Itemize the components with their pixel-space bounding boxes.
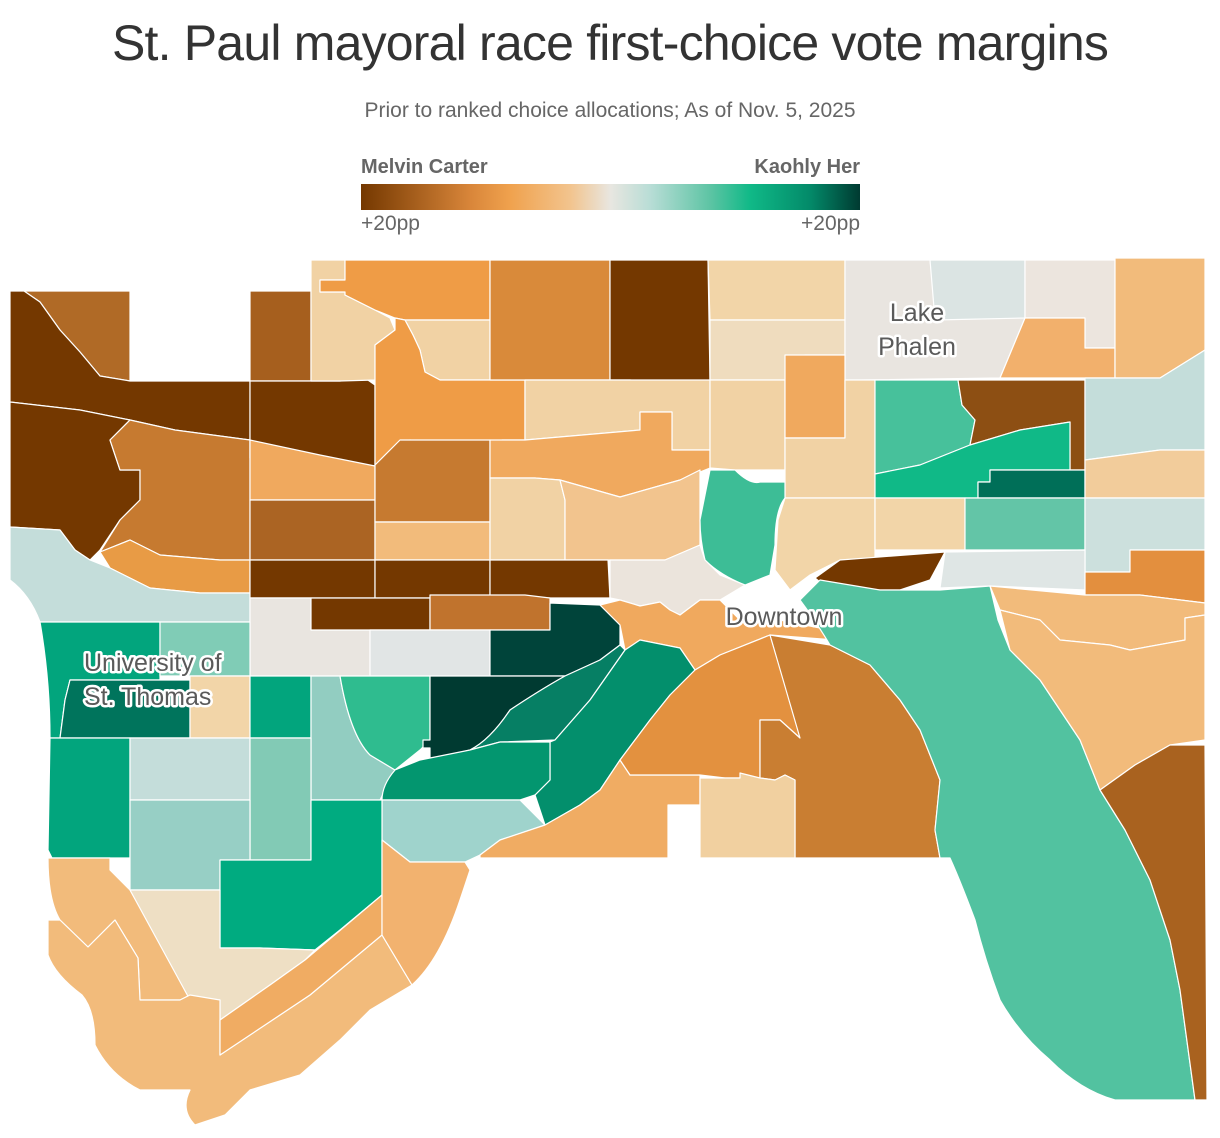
precinct[interactable] [489,477,566,561]
chart-subtitle: Prior to ranked choice allocations; As o… [364,99,856,122]
precinct[interactable] [784,354,846,439]
precinct[interactable] [709,379,786,471]
precinct[interactable] [609,259,711,384]
legend-her-label: Kaohly Her [754,156,860,178]
precinct[interactable] [489,259,611,381]
precinct[interactable] [249,675,312,739]
precinct[interactable] [374,559,491,599]
precinct[interactable] [369,629,491,677]
precinct[interactable] [999,609,1206,791]
precinct[interactable] [249,559,376,599]
precinct[interactable] [707,259,846,321]
precinct[interactable] [489,559,611,599]
precinct[interactable] [977,469,1086,499]
legend-gradient-bar [361,184,860,210]
place-labels: Lake Phalen Downtown University of St. T… [82,297,959,714]
lake-phalen-label-line2: Phalen [878,333,956,361]
chart-title: St. Paul mayoral race first-choice vote … [111,15,1109,71]
precinct[interactable] [381,839,471,986]
precinct[interactable] [964,497,1086,551]
precinct-polygons [9,257,1208,1126]
precinct[interactable] [339,675,431,771]
precinct[interactable] [429,594,551,631]
precinct[interactable] [47,737,131,859]
precinct[interactable] [929,259,1026,321]
downtown-label: Downtown [726,603,843,631]
precinct[interactable] [1084,449,1206,499]
precinct[interactable] [939,549,1086,591]
university-of-st-thomas-label-line1: University of [84,649,222,677]
precinct[interactable] [129,737,251,801]
color-legend: Melvin Carter Kaohly Her +20pp +20pp [361,156,860,240]
precinct[interactable] [374,439,491,523]
legend-right-tick: +20pp [801,212,860,235]
university-of-st-thomas-label-line2: St. Thomas [84,683,211,711]
precinct[interactable] [374,521,491,561]
legend-carter-label: Melvin Carter [361,156,488,178]
legend-left-tick: +20pp [361,212,420,235]
precinct[interactable] [699,469,786,586]
precinct[interactable] [249,737,312,861]
lake-phalen-label-line1: Lake [890,299,944,327]
precinct[interactable] [1099,744,1208,1101]
precinct[interactable] [310,597,431,631]
precinct[interactable] [249,290,312,382]
precinct[interactable] [699,772,796,859]
precinct[interactable] [874,497,966,551]
precinct[interactable] [249,499,376,561]
